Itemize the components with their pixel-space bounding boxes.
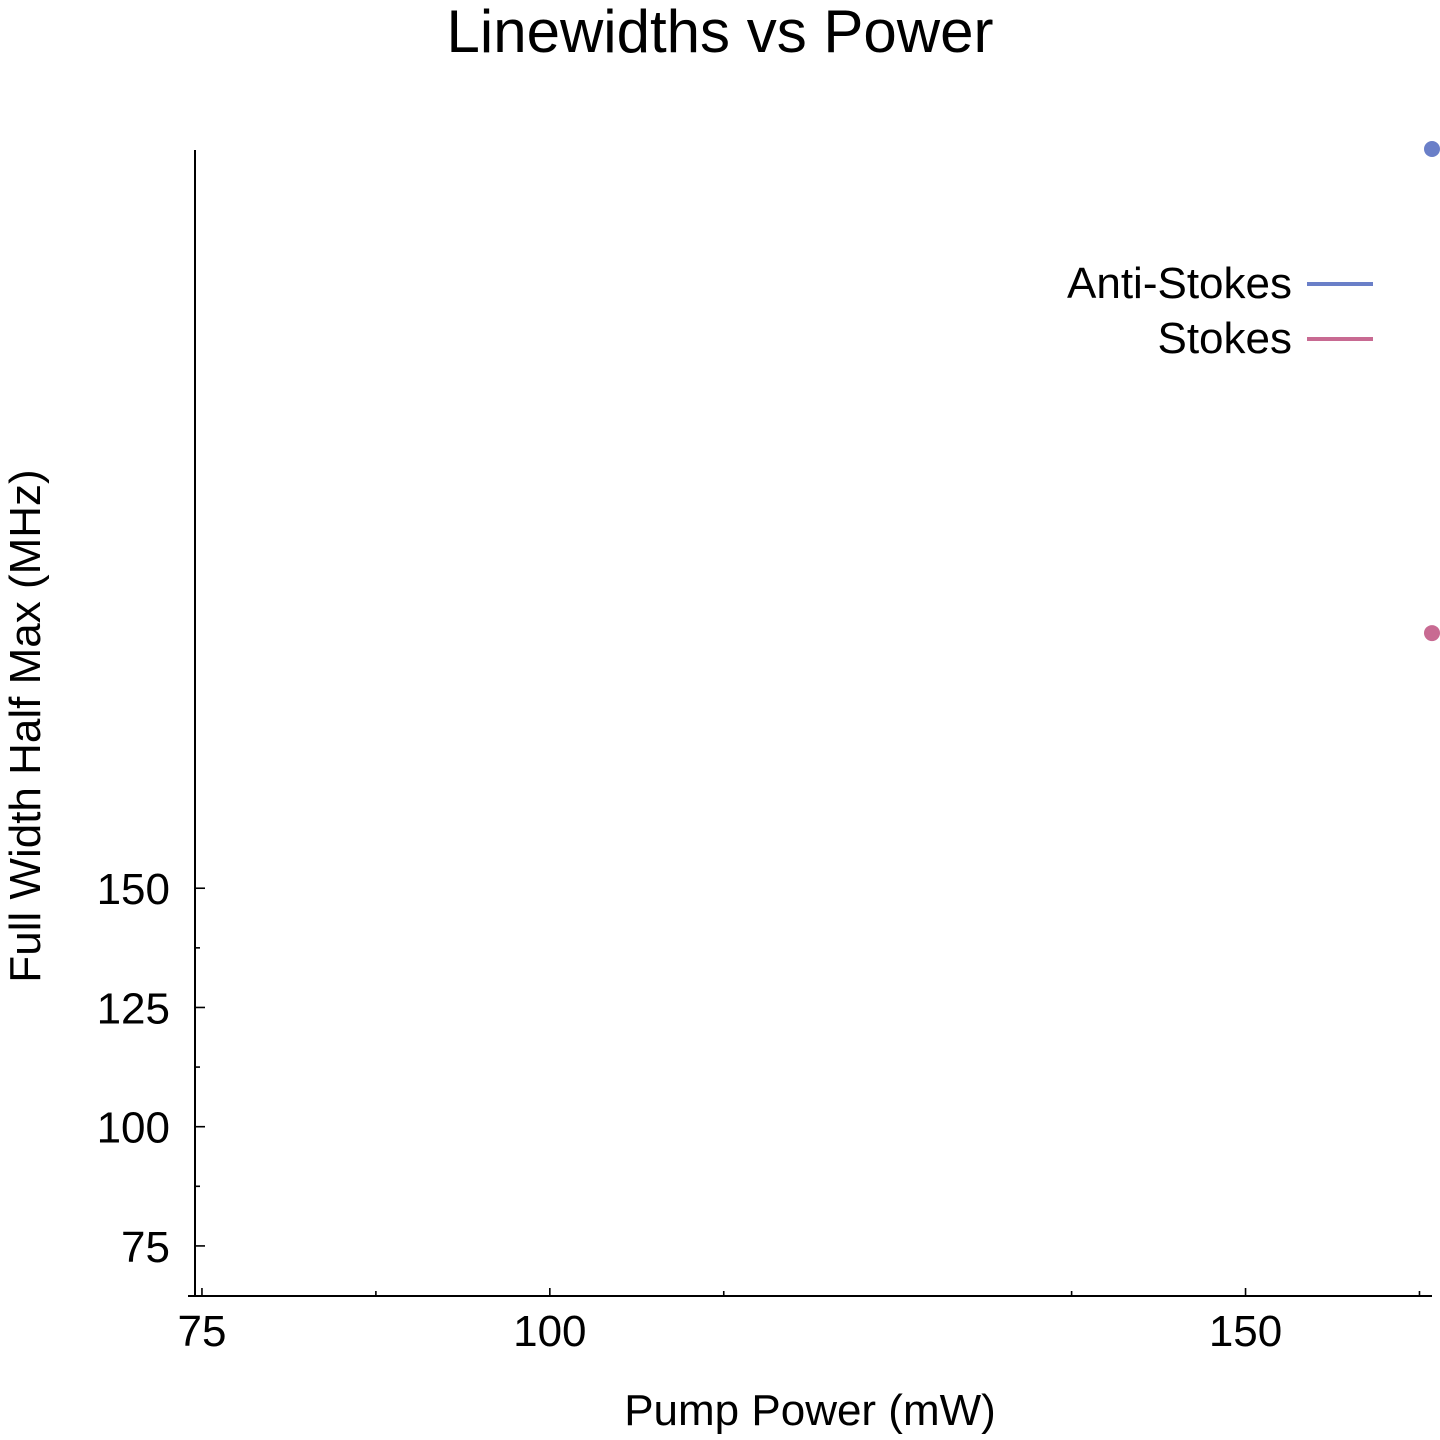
x-tick-label: 150	[1209, 1307, 1282, 1356]
data-points	[1424, 141, 1440, 642]
legend-label: Anti-Stokes	[1067, 259, 1292, 308]
chart-title: Linewidths vs Power	[447, 0, 994, 65]
legend: Anti-Stokes Stokes	[1067, 259, 1373, 363]
x-tick-label: 75	[177, 1307, 226, 1356]
anti-stokes-point	[1424, 141, 1440, 157]
y-tick-label: 100	[97, 1104, 170, 1153]
y-axis-ticks: 75 100 125 150	[97, 865, 205, 1272]
y-tick-label: 75	[121, 1223, 170, 1272]
legend-label: Stokes	[1157, 314, 1292, 363]
stokes-point	[1424, 625, 1440, 642]
x-axis-title: Pump Power (mW)	[624, 1386, 996, 1435]
y-tick-label: 125	[97, 984, 170, 1033]
y-tick-label: 150	[97, 865, 170, 914]
y-axis-title: Full Width Half Max (MHz)	[1, 469, 50, 982]
x-axis-ticks: 75 100 150	[177, 1288, 1421, 1356]
x-tick-label: 100	[513, 1307, 586, 1356]
